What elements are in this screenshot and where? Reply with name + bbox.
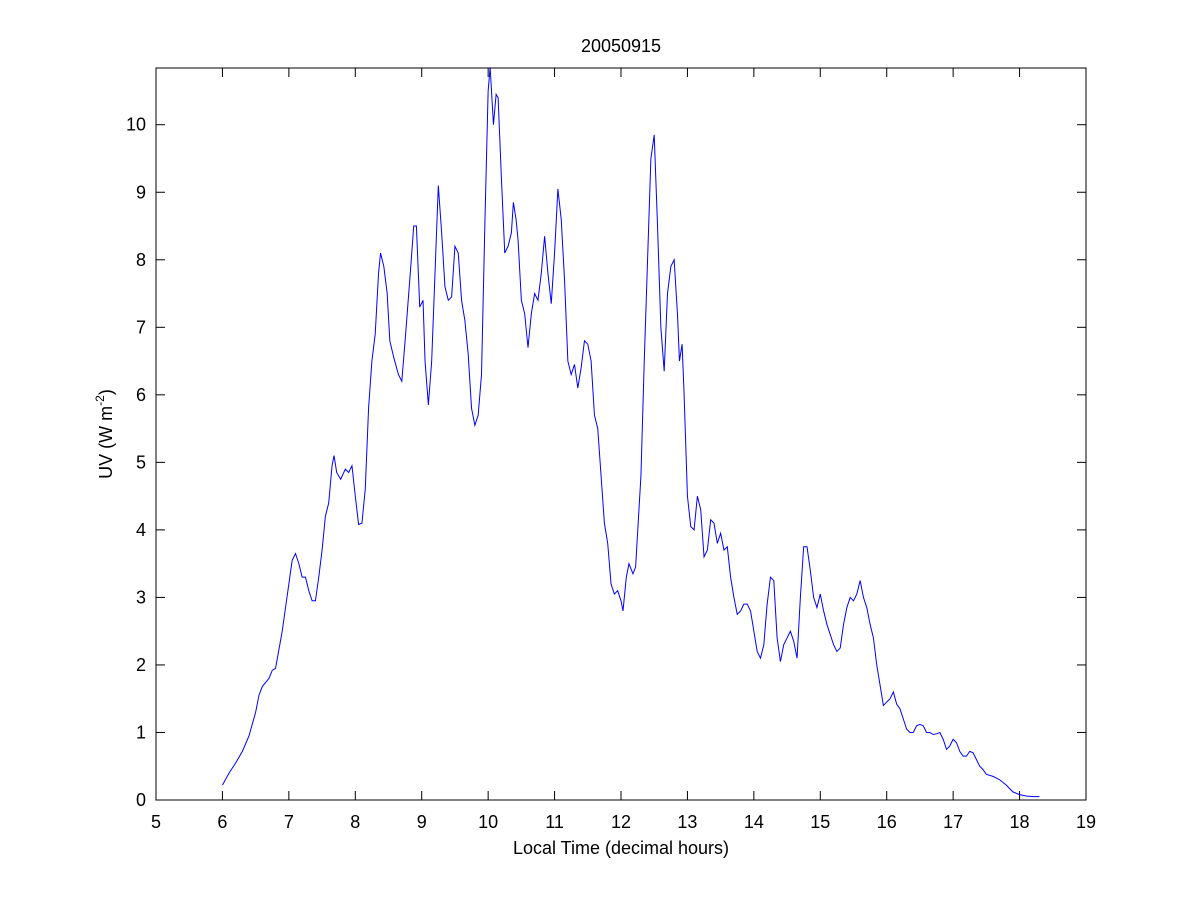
y-label-suffix: ) <box>96 389 116 395</box>
x-tick-label: 19 <box>1076 812 1096 832</box>
x-tick-label: 5 <box>151 812 161 832</box>
x-tick-label: 7 <box>284 812 294 832</box>
x-tick-label: 13 <box>677 812 697 832</box>
x-tick-label: 12 <box>611 812 631 832</box>
y-tick-label: 3 <box>136 587 146 607</box>
x-tick-label: 18 <box>1010 812 1030 832</box>
y-tick-label: 5 <box>136 452 146 472</box>
y-label-text: UV (W m <box>96 406 116 479</box>
chart-title: 20050915 <box>581 36 661 56</box>
x-tick-label: 10 <box>478 812 498 832</box>
y-tick-label: 4 <box>136 520 146 540</box>
y-tick-label: 6 <box>136 385 146 405</box>
x-axis-label: Local Time (decimal hours) <box>513 838 729 858</box>
x-tick-label: 11 <box>545 812 564 832</box>
data-line <box>221 67 1040 798</box>
plot-frame <box>155 67 1087 801</box>
x-tick-label: 8 <box>350 812 360 832</box>
x-tick-label: 16 <box>877 812 897 832</box>
x-tick-label: 15 <box>810 812 830 832</box>
y-axis-label: UV (W m-2) <box>93 389 116 479</box>
y-tick-label: 1 <box>136 722 146 742</box>
x-tick-label: 14 <box>744 812 764 832</box>
y-tick-label: 2 <box>136 655 146 675</box>
y-label-superscript: -2 <box>93 395 107 406</box>
y-tick-label: 7 <box>136 317 146 337</box>
y-tick-label: 0 <box>136 790 146 810</box>
y-tick-label: 10 <box>126 115 146 135</box>
y-tick-label: 8 <box>136 250 146 270</box>
x-tick-label: 9 <box>417 812 427 832</box>
y-tick-label: 9 <box>136 182 146 202</box>
x-tick-label: 6 <box>217 812 227 832</box>
x-tick-label: 17 <box>943 812 963 832</box>
